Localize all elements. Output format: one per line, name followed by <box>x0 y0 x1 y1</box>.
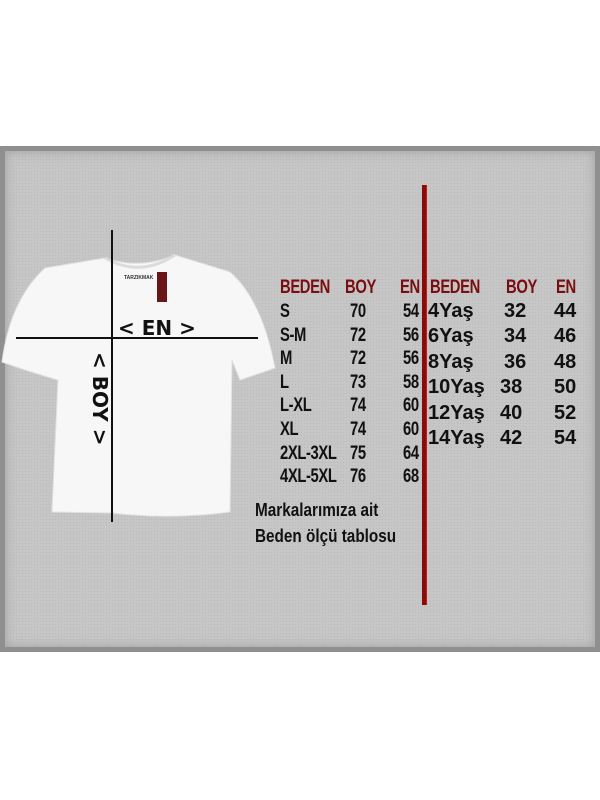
adult-width: 68 <box>403 466 419 488</box>
kids-width: 52 <box>554 401 577 424</box>
adult-length: 76 <box>350 466 366 488</box>
kids-width: 50 <box>554 376 577 399</box>
adult-length: 74 <box>350 419 366 440</box>
adult-length: 72 <box>350 348 366 370</box>
kids-size: 12Yaş <box>428 401 485 424</box>
adult-size: 4XL-5XL <box>280 466 337 488</box>
adult-size: M <box>280 348 292 370</box>
kids-size: 10Yaş <box>428 376 485 399</box>
adult-width: 64 <box>403 442 419 464</box>
hang-tag <box>157 272 167 302</box>
kids-header-beden: BEDEN <box>430 277 480 298</box>
kids-length: 32 <box>504 300 527 322</box>
adult-width: 60 <box>403 419 419 440</box>
kids-length: 42 <box>500 427 523 449</box>
kids-size: 14Yaş <box>428 427 485 449</box>
adult-size: L-XL <box>280 395 312 417</box>
adult-size: L <box>280 371 289 393</box>
adult-length: 72 <box>350 324 366 346</box>
adult-length: 74 <box>350 395 366 417</box>
adult-length: 73 <box>350 371 366 393</box>
adult-size: S-M <box>280 324 306 346</box>
table-divider <box>422 185 426 605</box>
adult-width: 56 <box>403 324 419 346</box>
kids-width: 46 <box>554 325 577 348</box>
length-label: < BOY > <box>88 352 112 446</box>
kids-size: 4Yaş <box>428 300 474 322</box>
adult-header-en: EN <box>400 277 420 298</box>
width-label: < EN > <box>118 316 196 340</box>
kids-header-boy: BOY <box>506 277 537 298</box>
caption-line-1: Markalarımıza ait <box>255 500 379 520</box>
kids-length: 36 <box>504 350 527 373</box>
kids-size: 8Yaş <box>428 350 474 373</box>
adult-size: S <box>280 301 290 322</box>
size-chart-panel <box>0 146 600 652</box>
kids-header-en: EN <box>556 277 576 298</box>
adult-width: 58 <box>403 371 419 393</box>
kids-length: 34 <box>504 325 527 348</box>
kids-width: 48 <box>554 350 577 373</box>
adult-size: XL <box>280 419 299 440</box>
caption-line-2: Beden ölçü tablosu <box>255 526 397 546</box>
kids-size: 6Yaş <box>428 325 474 348</box>
kids-length: 38 <box>500 376 523 399</box>
adult-length: 75 <box>350 442 366 464</box>
tshirt-shape <box>1 254 276 517</box>
adult-width: 56 <box>403 348 419 370</box>
adult-width: 60 <box>403 395 419 417</box>
adult-length: 70 <box>350 301 366 322</box>
adult-size: 2XL-3XL <box>280 442 337 464</box>
brand-neck-label: TARZIKMAK <box>124 275 154 281</box>
adult-header-boy: BOY <box>345 277 376 298</box>
kids-width: 44 <box>554 300 577 322</box>
kids-width: 54 <box>554 427 577 449</box>
kids-length: 40 <box>500 401 523 424</box>
adult-header-beden: BEDEN <box>280 277 330 298</box>
adult-width: 54 <box>403 301 419 322</box>
